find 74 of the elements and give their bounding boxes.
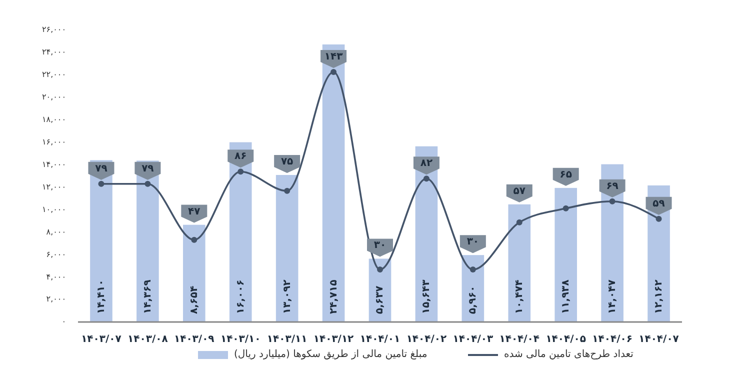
x-tick-label: ۱۴۰۳/۱۱ xyxy=(266,334,308,345)
point xyxy=(191,236,198,243)
data-label: ۱۲,۱۶۲ xyxy=(654,280,665,314)
y-tick-label: ۱۸,۰۰۰ xyxy=(42,115,66,124)
data-label: ۱۴,۰۴۷ xyxy=(607,280,618,314)
x-tick-label: ۱۴۰۴/۰۱ xyxy=(360,334,400,345)
point xyxy=(330,69,337,75)
data-label: ۷۹ xyxy=(142,163,154,174)
data-label: ۱۴,۳۶۹ xyxy=(142,280,154,314)
data-label: ۱۵,۶۴۳ xyxy=(421,280,432,314)
y-tick-label: ۸,۰۰۰ xyxy=(46,227,66,236)
data-label: ۸۲ xyxy=(420,158,433,170)
x-tick-label: ۱۴۰۴/۰۳ xyxy=(452,334,494,345)
data-label: ۱۴۳ xyxy=(324,52,343,62)
point xyxy=(144,180,151,187)
bar xyxy=(368,258,392,322)
point xyxy=(656,216,662,222)
data-label: ۶۵ xyxy=(560,169,572,180)
point xyxy=(98,180,104,187)
y-tick-label: ۴,۰۰۰ xyxy=(46,272,66,282)
data-label: ۱۰,۴۷۴ xyxy=(514,280,526,314)
data-label: ۸۶ xyxy=(234,151,247,162)
x-tick-label: ۱۴۰۴/۰۷ xyxy=(638,334,679,345)
y-tick-label: ۱۴,۰۰۰ xyxy=(42,160,66,169)
y-tick-label: ۱۶,۰۰۰ xyxy=(42,137,66,146)
data-label: ۱۴,۴۱۰ xyxy=(96,280,107,314)
data-label: ۴۷ xyxy=(188,206,200,218)
point xyxy=(423,176,430,182)
data-label: ۳۰ xyxy=(374,240,386,252)
x-tick-label: ۱۴۰۳/۱۲ xyxy=(313,334,354,345)
x-tick-label: ۱۴۰۳/۰۷ xyxy=(81,334,122,345)
point xyxy=(377,266,383,273)
legend-label: مبلغ تامین مالی از طریق سکوها (میلیارد ریال) xyxy=(234,349,428,360)
y-tick-label: ۱۰,۰۰۰ xyxy=(42,204,66,214)
y-tick-label: ۱۲,۰۰۰ xyxy=(42,182,66,192)
data-label: ۶۹ xyxy=(606,180,618,192)
data-label: ۷۵ xyxy=(280,156,294,168)
data-label: ۵۷ xyxy=(513,186,526,197)
y-tick-label: ۰ xyxy=(62,317,66,326)
bar xyxy=(183,224,206,322)
point xyxy=(238,168,244,175)
x-tick-label: ۱۴۰۴/۰۶ xyxy=(592,334,632,345)
point xyxy=(516,219,522,226)
bar xyxy=(276,174,298,322)
data-label: ۱۶,۰۰۶ xyxy=(235,280,246,314)
x-tick-label: ۱۴۰۳/۰۸ xyxy=(128,334,168,345)
y-tick-label: ۲۴,۰۰۰ xyxy=(42,48,66,57)
data-label: ۷۹ xyxy=(95,163,108,174)
x-tick-label: ۱۴۰۴/۰۵ xyxy=(546,334,586,345)
data-label: ۲۴,۷۱۵ xyxy=(328,280,340,314)
data-label: ۱۱,۹۳۸ xyxy=(560,280,572,314)
point xyxy=(470,266,476,273)
data-label: ۵,۶۳۷ xyxy=(374,286,386,314)
y-tick-label: ۲,۰۰۰ xyxy=(46,294,66,304)
x-tick-label: ۱۴۰۴/۰۲ xyxy=(406,334,447,345)
data-label: ۵,۹۶۰ xyxy=(468,286,479,314)
y-tick-label: ۲۲,۰۰۰ xyxy=(42,70,66,80)
point xyxy=(562,205,569,212)
legend-label: تعداد طرح‌های تامین مالی شده xyxy=(504,349,634,360)
x-tick-label: ۱۴۰۴/۰۴ xyxy=(499,334,540,345)
x-tick-label: ۱۴۰۳/۰۹ xyxy=(174,334,214,345)
data-label: ۱۳,۰۹۲ xyxy=(282,280,293,314)
bar xyxy=(462,255,484,322)
point xyxy=(284,188,290,194)
y-tick-label: ۲۰,۰۰۰ xyxy=(42,92,66,102)
data-label: ۳۰ xyxy=(466,236,480,248)
y-tick-label: ۶,۰۰۰ xyxy=(46,250,66,259)
y-tick-label: ۲۶,۰۰۰ xyxy=(42,25,66,34)
x-tick-label: ۱۴۰۳/۱۰ xyxy=(220,334,261,345)
data-label: ۸,۶۵۴ xyxy=(188,286,200,314)
bar xyxy=(554,188,577,322)
data-label: ۵۹ xyxy=(652,198,665,210)
bar xyxy=(508,204,531,322)
point xyxy=(609,198,616,204)
